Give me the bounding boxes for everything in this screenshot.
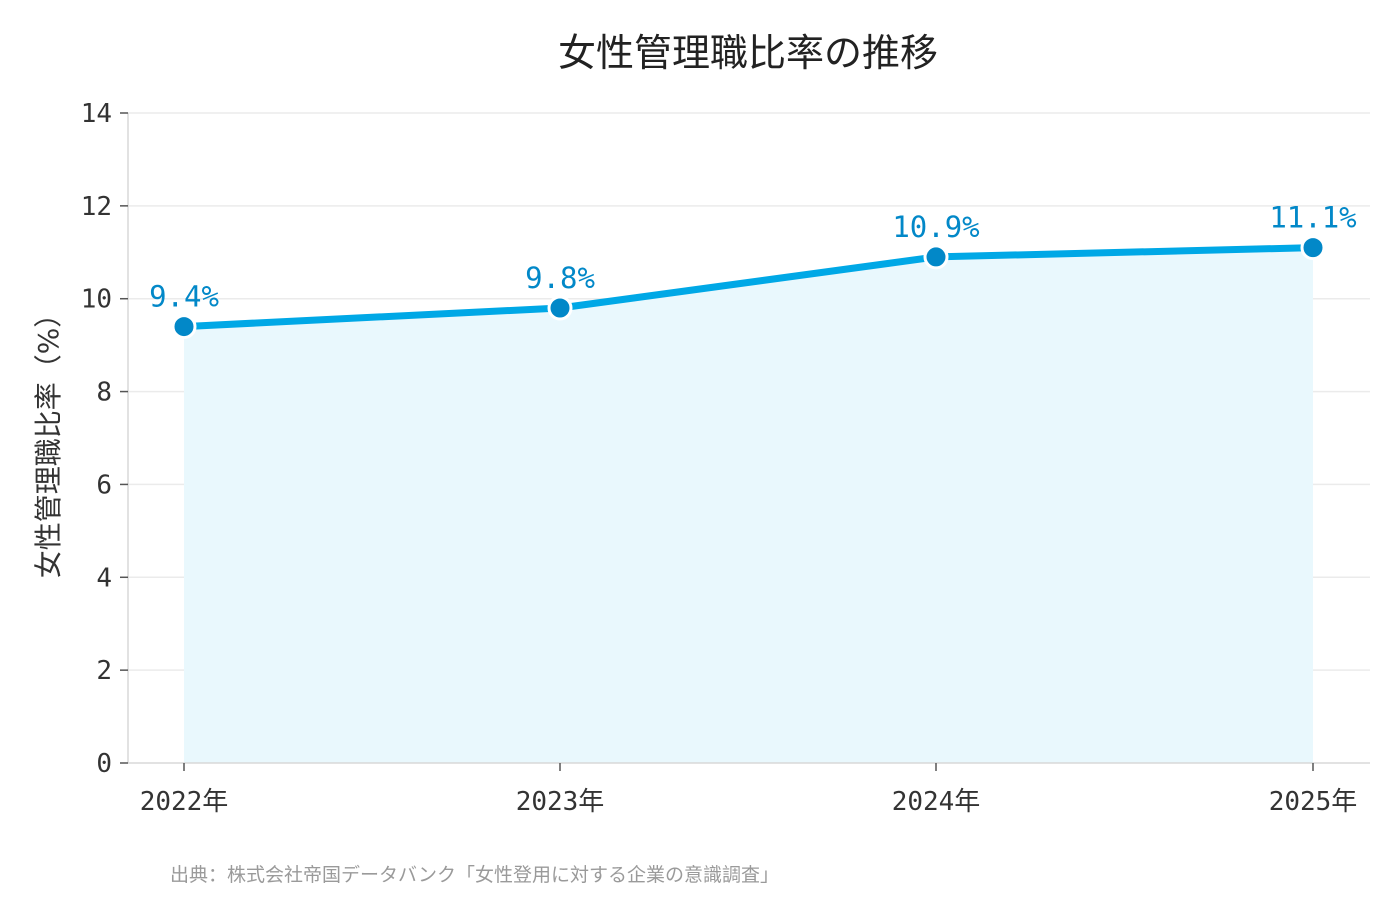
area-fill-layer — [184, 247, 1313, 764]
data-point — [171, 314, 197, 340]
y-tick-label: 2 — [96, 656, 112, 686]
x-tick-label: 2022年 — [140, 787, 229, 817]
source-note: 出典：株式会社帝国データバンク「女性登用に対する企業の意識調査」 — [170, 864, 779, 886]
data-point — [923, 244, 949, 270]
axes — [127, 113, 1370, 764]
chart-title: 女性管理職比率の推移 — [558, 31, 938, 75]
y-axis-label: 女性管理職比率（%） — [32, 300, 65, 579]
y-tick-label: 6 — [96, 470, 112, 500]
data-point — [1300, 235, 1326, 261]
data-label: 11.1% — [1269, 201, 1356, 235]
y-tick-label: 12 — [81, 192, 112, 222]
data-label: 9.4% — [149, 280, 219, 314]
data-points — [171, 235, 1326, 340]
x-tick-label: 2023年 — [516, 787, 605, 817]
data-point — [547, 295, 573, 321]
series-area — [184, 247, 1313, 764]
x-tick-label: 2025年 — [1269, 787, 1358, 817]
y-tick-label: 4 — [96, 563, 112, 593]
series-line — [180, 244, 1317, 331]
y-tick-label: 0 — [96, 749, 112, 779]
x-tick-label: 2024年 — [892, 787, 981, 817]
data-labels: 9.4% 9.8% 10.9% 11.1% — [149, 201, 1357, 314]
y-tick-label: 8 — [96, 378, 112, 408]
y-tick-label: 14 — [81, 99, 112, 129]
data-label: 9.8% — [525, 261, 595, 295]
data-label: 10.9% — [892, 210, 979, 244]
x-axis-ticks: 2022年 2023年 2024年 2025年 — [140, 763, 1358, 817]
series-line-layer — [180, 244, 1317, 331]
y-axis-ticks: 0 2 4 6 8 10 12 14 — [81, 99, 128, 779]
y-tick-label: 10 — [81, 285, 112, 315]
